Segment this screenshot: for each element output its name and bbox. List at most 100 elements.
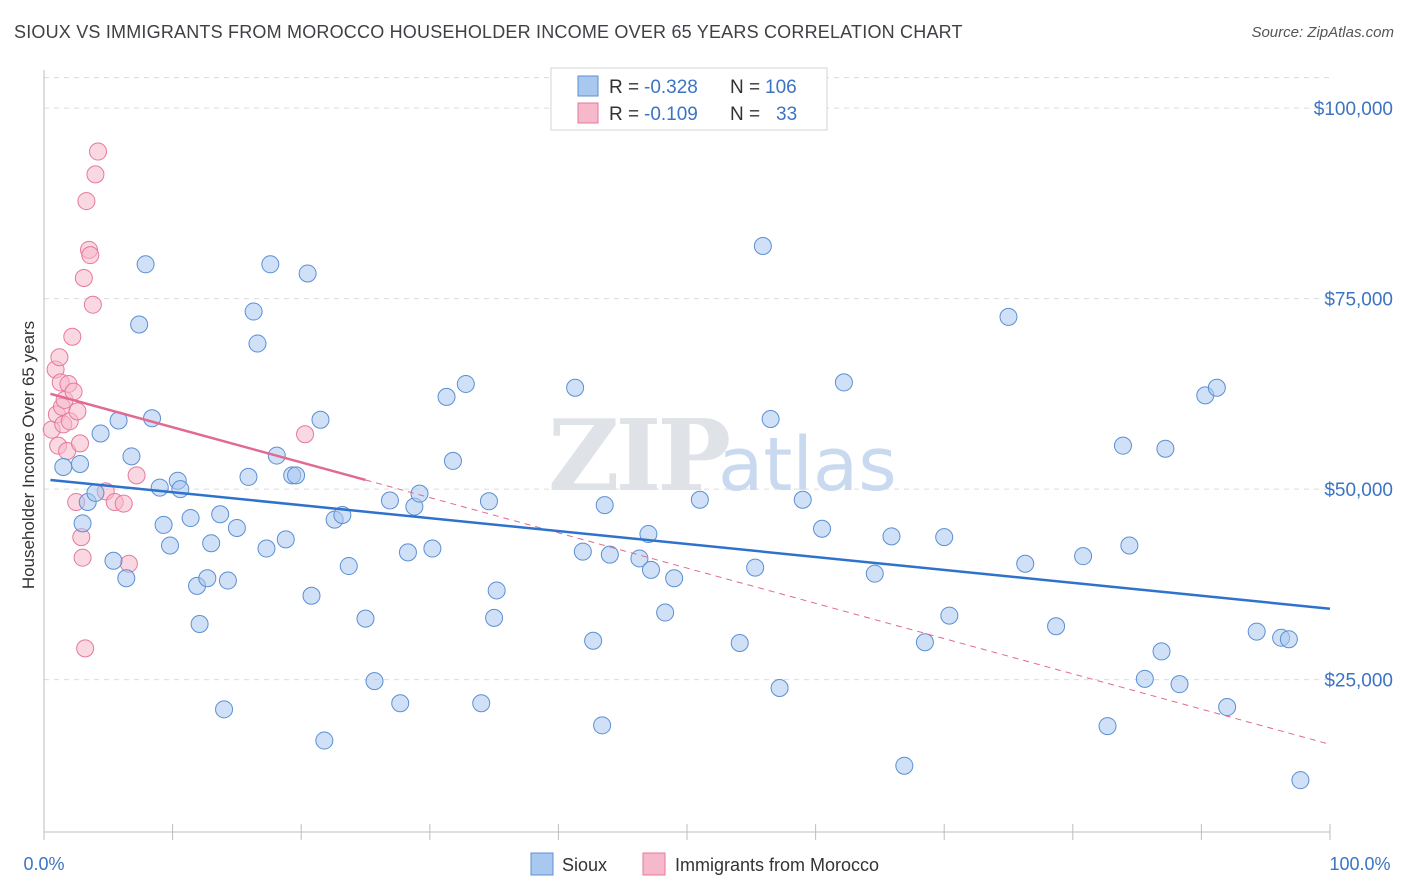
sioux-trend-line — [50, 478, 1331, 610]
sioux-point — [1218, 698, 1237, 717]
sioux-point — [573, 542, 592, 561]
sioux-point — [834, 373, 853, 392]
sioux-point — [117, 569, 136, 588]
morocco-r-label: R = — [609, 104, 639, 125]
y-tick-label: $50,000 — [1324, 480, 1393, 501]
sioux-point — [311, 410, 330, 429]
sioux-point — [1074, 547, 1093, 566]
sioux-point — [865, 564, 884, 583]
sioux-point — [261, 255, 280, 274]
x-tick-label-max: 100.0% — [1329, 854, 1390, 874]
morocco-point — [50, 348, 69, 367]
sioux-point — [1016, 554, 1035, 573]
sioux-point — [1170, 675, 1189, 694]
sioux-point — [1279, 630, 1298, 649]
sioux-point — [298, 264, 317, 283]
y-tick-label: $25,000 — [1324, 671, 1393, 692]
sioux-point — [339, 557, 358, 576]
sioux-point — [690, 490, 709, 509]
sioux-point — [248, 334, 267, 353]
sioux-point — [211, 505, 230, 524]
sioux-point — [1247, 622, 1266, 641]
sioux-point — [218, 571, 237, 590]
sioux-point — [54, 458, 73, 477]
sioux-point — [1047, 617, 1066, 636]
sioux-point — [227, 518, 246, 537]
sioux-point — [746, 558, 765, 577]
sioux-point — [770, 678, 789, 697]
sioux-r-label: R = — [609, 77, 639, 98]
morocco-r-value: -0.109 — [644, 104, 698, 125]
morocco-trend-extension — [365, 479, 1331, 745]
sioux-point — [600, 545, 619, 564]
sioux-point — [215, 700, 234, 719]
y-tick-label: $75,000 — [1324, 290, 1393, 311]
sioux-point — [239, 467, 258, 486]
series-legend: Sioux Immigrants from Morocco — [530, 852, 879, 876]
sioux-point — [71, 454, 90, 473]
sioux-point — [1152, 642, 1171, 661]
sioux-point — [287, 466, 306, 485]
sioux-point — [130, 315, 149, 334]
morocco-point — [74, 269, 93, 288]
sioux-point — [315, 731, 334, 750]
y-tick-labels: $25,000 $50,000 $75,000 $100,000 — [1314, 99, 1393, 692]
morocco-point — [76, 639, 95, 658]
y-tick-label: $100,000 — [1314, 99, 1393, 120]
sioux-points — [54, 237, 1310, 790]
sioux-point — [1207, 378, 1226, 397]
morocco-trend-line — [50, 392, 366, 482]
morocco-points — [42, 142, 315, 658]
stats-legend: R = -0.328 N = 106 R = -0.109 N = 33 — [550, 67, 828, 131]
morocco-point — [86, 165, 105, 184]
sioux-r-value: -0.328 — [644, 77, 698, 98]
sioux-point — [1135, 669, 1154, 688]
morocco-point — [127, 466, 146, 485]
morocco-n-label: N = — [730, 104, 760, 125]
morocco-legend-swatch — [577, 102, 599, 124]
sioux-legend-swatch — [577, 75, 599, 97]
sioux-point — [276, 530, 295, 549]
chart-title: SIOUX VS IMMIGRANTS FROM MOROCCO HOUSEHO… — [14, 22, 963, 42]
sioux-point — [639, 525, 658, 544]
sioux-point — [761, 409, 780, 428]
sioux-point — [104, 551, 123, 570]
sioux-point — [356, 609, 375, 628]
sioux-point — [136, 255, 155, 274]
sioux-point — [302, 586, 321, 605]
sioux-point — [487, 581, 506, 600]
sioux-n-label: N = — [730, 77, 760, 98]
morocco-point — [296, 425, 315, 444]
sioux-point — [398, 543, 417, 562]
sioux-point — [410, 484, 429, 503]
sioux-point — [593, 716, 612, 735]
sioux-point — [1120, 536, 1139, 555]
morocco-point — [68, 402, 87, 421]
sioux-point — [73, 514, 92, 533]
sioux-point — [437, 387, 456, 406]
sioux-point — [154, 515, 173, 534]
sioux-point — [915, 633, 934, 652]
sioux-point — [122, 447, 141, 466]
trend-lines — [50, 392, 1331, 745]
sioux-point — [999, 307, 1018, 326]
sioux-point — [479, 492, 498, 511]
sioux-point — [813, 519, 832, 538]
morocco-point — [71, 434, 90, 453]
sioux-point — [456, 374, 475, 393]
sioux-point — [86, 483, 105, 502]
sioux-point — [257, 539, 276, 558]
sioux-point — [443, 451, 462, 470]
sioux-series-swatch — [530, 852, 554, 876]
sioux-point — [1291, 771, 1310, 790]
morocco-point — [83, 295, 102, 314]
sioux-point — [1098, 717, 1117, 736]
morocco-series-label: Immigrants from Morocco — [675, 855, 879, 875]
sioux-point — [202, 534, 221, 553]
sioux-point — [472, 694, 491, 713]
morocco-point — [77, 192, 96, 211]
morocco-point — [89, 142, 108, 161]
sioux-series-label: Sioux — [562, 855, 607, 875]
sioux-point — [391, 694, 410, 713]
sioux-point — [91, 424, 110, 443]
